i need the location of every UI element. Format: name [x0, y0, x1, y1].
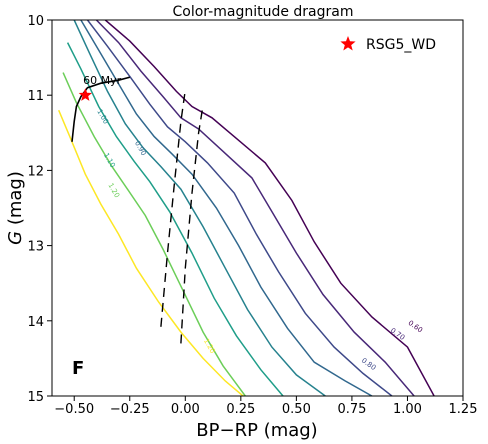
- isochrone-label: 60 Myr: [83, 74, 121, 87]
- contour-line-1: [95, 20, 415, 396]
- contour-line-2: [86, 20, 393, 396]
- contour-label-3: 0.90: [133, 140, 148, 158]
- y-axis-title: G (mag): [5, 171, 26, 245]
- x-tick-label-1: −0.25: [110, 402, 150, 417]
- panel-label: F: [72, 358, 84, 379]
- y-axis-title-unit: (mag): [5, 171, 26, 231]
- y-tick-label-0: 10: [27, 14, 44, 29]
- x-tick-label-2: 0.00: [171, 402, 200, 417]
- legend-star-marker: [340, 36, 356, 51]
- y-tick-label-5: 15: [27, 390, 44, 405]
- axes-layer: −0.50 −0.25 0.00 0.25 0.50 0.75 1.00 1.25 10 11 12…: [27, 14, 477, 417]
- plot-frame: [51, 19, 464, 397]
- x-axis-title: BP−RP (mag): [196, 420, 317, 441]
- x-tick-label-3: 0.25: [226, 402, 255, 417]
- x-tick-label-7: 1.25: [449, 402, 478, 417]
- contour-label-5: 1.10: [102, 152, 117, 170]
- contour-label-2: 0.80: [360, 357, 377, 372]
- x-tick-label-5: 0.75: [337, 402, 366, 417]
- y-tick-label-3: 13: [27, 240, 44, 255]
- y-tick-label-2: 12: [27, 164, 44, 179]
- dashed-line-1: [180, 104, 204, 344]
- y-tick-label-1: 11: [27, 89, 44, 104]
- contour-line-4: [73, 20, 326, 396]
- data-point-0: [78, 88, 92, 101]
- contour-line-0: [104, 20, 435, 396]
- contour-line-5: [66, 42, 284, 396]
- legend-label: RSG5_WD: [366, 37, 436, 53]
- contour-line-7: [58, 109, 244, 396]
- contour-label-6: 1.20: [106, 182, 121, 200]
- x-tick-label-0: −0.50: [54, 402, 94, 417]
- contour-line-3: [80, 20, 373, 396]
- contour-label-0: 0.60: [407, 319, 424, 334]
- x-tick-label-6: 1.00: [393, 402, 422, 417]
- x-tick-label-4: 0.50: [282, 402, 311, 417]
- chart-title: Color-magnitude dragram: [173, 4, 354, 20]
- y-tick-label-4: 14: [27, 315, 44, 330]
- contour-line-6: [62, 72, 246, 396]
- y-axis-title-italic: G: [5, 231, 26, 245]
- dashed-line-0: [160, 89, 186, 327]
- legend: RSG5_WD: [340, 36, 436, 53]
